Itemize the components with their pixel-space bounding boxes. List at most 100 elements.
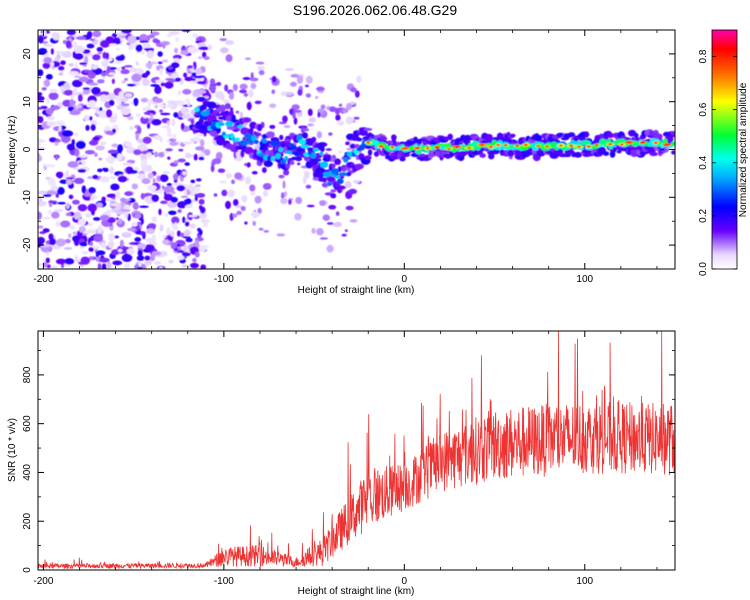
spectrogram-cell (151, 234, 157, 242)
spectrogram-cell (109, 99, 115, 106)
spectrogram-cell (194, 146, 205, 151)
spectrogram-cell (167, 156, 171, 160)
spectrogram-cell (356, 75, 362, 83)
spectrogram-cell (60, 85, 65, 93)
colorbar-gradient (711, 29, 738, 270)
spectrogram-cell (187, 65, 194, 69)
spectrogram-cell (154, 260, 162, 265)
spectrogram-cell (479, 153, 486, 158)
spectrogram-cell (107, 149, 119, 154)
spectrogram-cell (155, 79, 165, 83)
spectrogram-cell (278, 174, 285, 179)
spectrogram-cell (93, 217, 101, 221)
spectrogram-cell (117, 248, 123, 253)
spectrogram-cell (182, 216, 186, 224)
spectrogram-cell (353, 116, 360, 120)
spectrogram-cell (196, 133, 204, 137)
spectrogram-cell (112, 260, 123, 266)
spectrogram-cell (515, 144, 520, 147)
spectrogram-cell (188, 214, 198, 218)
spectrogram-cell (240, 206, 246, 211)
spectrogram-cell (115, 217, 119, 220)
spectrogram-cell (670, 131, 675, 136)
spectrogram-cell (328, 132, 333, 136)
spectrogram-cell (38, 262, 42, 267)
spectrogram-cell (467, 147, 471, 150)
spectrogram-cell (73, 53, 84, 60)
spectrogram-cell (578, 136, 586, 141)
spectrogram-cell (160, 82, 166, 87)
spectrogram-cell (345, 172, 352, 177)
spectrogram-cell (308, 117, 316, 123)
spectrogram-cell (113, 112, 118, 121)
spectrogram-cell (198, 46, 210, 51)
colorbar-tick-label: 0.4 (698, 155, 709, 169)
spectrogram-cell (63, 83, 70, 89)
spectrogram-cell (144, 244, 155, 251)
spectrogram-cell (57, 186, 65, 195)
spectrogram-cell (196, 96, 206, 102)
spectrogram-cell (116, 47, 120, 51)
spectrogram-cell (38, 143, 42, 146)
spectrogram-cell (165, 227, 171, 235)
spectrogram-cell (203, 56, 210, 60)
spectrogram-cell (344, 229, 348, 233)
spectrogram-cell (187, 46, 198, 54)
spectrogram-cell (38, 200, 47, 207)
spectrogram-cell (319, 161, 329, 168)
colorbar-label: Normalized spectral amplitude (738, 82, 749, 217)
spectrogram-cell (65, 179, 73, 185)
spectrogram-cell (77, 94, 83, 102)
spectrogram-cell (485, 133, 493, 140)
spectrogram-cell (271, 89, 276, 95)
spectrogram-cell (167, 80, 176, 83)
spectrogram-cell (166, 120, 171, 126)
spectrogram-cell (77, 204, 88, 212)
spectrogram-cell (174, 47, 179, 54)
spectrogram-cell (87, 176, 94, 180)
spectrogram-cell (144, 260, 153, 266)
spectrogram-cell (244, 57, 252, 61)
spectrogram-cell (152, 178, 156, 184)
spectrogram-cell (116, 67, 121, 72)
spectrogram-cell (54, 154, 59, 161)
spectrogram-cell (78, 226, 86, 233)
spectrogram-cell (110, 183, 120, 191)
spectrogram-cell (151, 119, 162, 126)
spectrogram-cell (285, 150, 293, 155)
spectrogram-cell (250, 134, 257, 141)
spectrogram-cell (55, 192, 59, 198)
spectrogram-cell (194, 107, 200, 112)
spectrogram-y-tick-label: 20 (22, 48, 33, 60)
spectrogram-cell (320, 104, 326, 110)
spectrogram-cell (141, 264, 147, 269)
spectrogram-cell (296, 75, 304, 84)
spectrogram-cell (92, 174, 99, 180)
spectrogram-cell (115, 190, 121, 200)
spectrogram-cell (193, 136, 201, 142)
spectrogram-cell (128, 169, 138, 174)
spectrogram-cell (326, 222, 334, 225)
spectrogram-cell (131, 73, 142, 82)
spectrogram-cell (38, 111, 42, 116)
spectrogram-cell (257, 207, 262, 214)
spectrogram-x-tick-label: -100 (214, 274, 234, 285)
spectrogram-cell (53, 209, 64, 213)
spectrogram-cell (362, 136, 370, 141)
spectrogram-cell (58, 124, 62, 132)
spectrogram-cell (215, 113, 222, 117)
spectrogram-cell (42, 216, 51, 220)
spectrogram-cell (235, 110, 240, 114)
spectrogram-cell (184, 162, 190, 166)
spectrogram-cell (74, 61, 79, 70)
spectrogram-cell (366, 141, 371, 144)
spectrogram-cell (158, 208, 162, 216)
spectrogram-cell (315, 167, 326, 174)
spectrogram-cell (83, 55, 89, 65)
spectrogram-cell (161, 59, 169, 63)
spectrogram-cell (190, 179, 196, 184)
spectrogram-cell (105, 109, 113, 118)
spectrogram-cell (99, 214, 110, 221)
spectrogram-cell (166, 183, 173, 187)
